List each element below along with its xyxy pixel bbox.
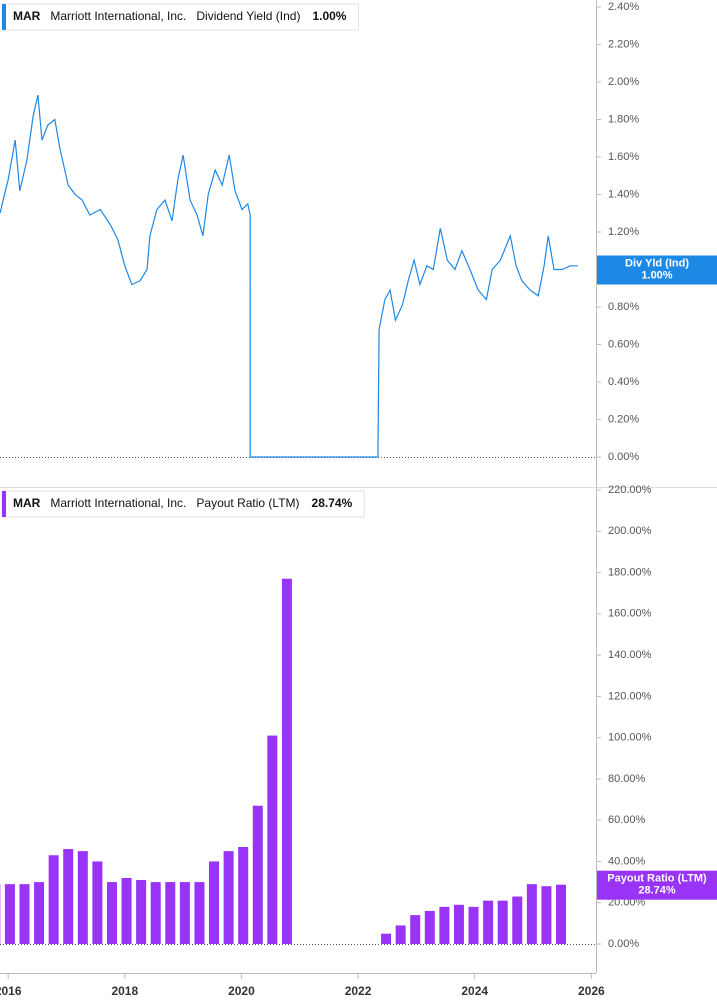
bar <box>424 910 435 944</box>
legend-swatch <box>2 491 6 517</box>
y-tick-label: 1.60% <box>608 151 639 163</box>
bar <box>512 896 523 944</box>
legend-company: Marriott International, Inc. <box>50 496 186 510</box>
y-tick-label: 220.00% <box>608 484 652 496</box>
legend-ticker: MAR <box>13 496 41 510</box>
y-tick-label: 40.00% <box>608 855 646 867</box>
legend-company: Marriott International, Inc. <box>50 9 186 23</box>
bar <box>541 886 552 944</box>
bar <box>410 915 421 944</box>
y-tick-label: 1.80% <box>608 113 639 125</box>
bar <box>526 884 537 944</box>
y-tick-label: 120.00% <box>608 690 652 702</box>
bar <box>497 900 508 944</box>
legend-latest: 28.74% <box>312 496 353 510</box>
bar <box>209 861 220 944</box>
badge-value: 28.74% <box>638 885 676 897</box>
bar <box>92 861 103 944</box>
bar <box>19 884 30 944</box>
bar <box>34 882 45 944</box>
x-tick-label: 2026 <box>578 984 605 998</box>
bar <box>395 925 406 944</box>
bar <box>439 906 450 944</box>
y-tick-label: 0.20% <box>608 413 639 425</box>
legend-swatch <box>2 4 6 30</box>
bar <box>556 884 567 944</box>
bar <box>165 882 176 944</box>
bar <box>468 906 479 944</box>
bar <box>194 882 205 944</box>
y-tick-label: 140.00% <box>608 649 652 661</box>
y-tick-label: 200.00% <box>608 525 652 537</box>
bar <box>121 877 132 944</box>
bar <box>77 851 88 944</box>
badge-name: Div Yld (Ind) <box>625 257 689 269</box>
bar <box>267 735 278 944</box>
x-tick-label: 2016 <box>0 984 22 998</box>
plot-area <box>0 94 578 458</box>
bar <box>381 933 392 944</box>
legend-box <box>1 490 365 518</box>
bar <box>179 882 190 944</box>
y-tick-label: 2.40% <box>608 1 639 13</box>
y-tick-label: 180.00% <box>608 566 652 578</box>
bar <box>223 851 234 944</box>
badge-name: Payout Ratio (LTM) <box>607 873 707 885</box>
y-tick-label: 100.00% <box>608 732 652 744</box>
bar <box>48 855 59 944</box>
bar <box>238 847 249 944</box>
y-tick-label: 160.00% <box>608 608 652 620</box>
y-tick-label: 60.00% <box>608 814 646 826</box>
bar <box>453 904 464 944</box>
bar <box>106 882 117 944</box>
badge-value: 1.00% <box>641 269 672 281</box>
value-badge <box>597 870 717 900</box>
y-tick-label: 0.00% <box>608 451 639 463</box>
legend-latest: 1.00% <box>312 9 346 23</box>
legend-series-name: Payout Ratio (LTM) <box>196 496 299 510</box>
y-tick-label: 0.40% <box>608 376 639 388</box>
x-tick-label: 2018 <box>111 984 138 998</box>
line-series <box>0 94 578 458</box>
y-tick-label: 80.00% <box>608 773 646 785</box>
y-tick-label: 0.80% <box>608 301 639 313</box>
legend-series-name: Dividend Yield (Ind) <box>196 9 300 23</box>
bar <box>150 882 161 944</box>
x-tick-label: 2022 <box>345 984 372 998</box>
bar <box>4 884 15 944</box>
plot-area <box>0 578 567 944</box>
x-tick-label: 2020 <box>228 984 255 998</box>
bar <box>136 880 147 944</box>
bar <box>63 849 74 944</box>
y-tick-label: 1.20% <box>608 226 639 238</box>
y-tick-label: 2.20% <box>608 38 639 50</box>
value-badge <box>597 255 717 285</box>
y-tick-label: 0.00% <box>608 938 639 950</box>
x-tick-label: 2024 <box>461 984 488 998</box>
y-tick-label: 0.60% <box>608 338 639 350</box>
bar <box>252 805 263 944</box>
bar <box>281 578 292 944</box>
bar <box>483 900 494 944</box>
y-tick-label: 1.40% <box>608 188 639 200</box>
y-tick-label: 2.00% <box>608 76 639 88</box>
legend-ticker: MAR <box>13 9 41 23</box>
